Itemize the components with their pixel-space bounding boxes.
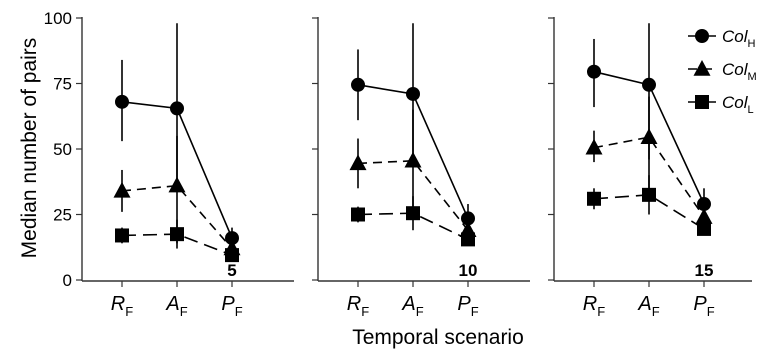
data-point-circle [461, 211, 475, 226]
x-tick-label-r: RF [111, 293, 133, 319]
data-point-triangle [585, 138, 603, 155]
panel-label: 5 [227, 261, 236, 280]
x-tick-label-a-main: A [401, 293, 415, 315]
series-line [121, 184, 233, 250]
data-point-triangle [640, 128, 658, 144]
x-tick-label-r-sub: F [125, 304, 133, 319]
x-tick-label-p-sub: F [471, 304, 479, 319]
x-tick-label-r-main: R [111, 293, 125, 315]
data-point-square [351, 207, 365, 222]
x-tick-label-a: AF [165, 293, 187, 319]
series-col-l [351, 196, 475, 247]
data-point-circle [587, 64, 601, 79]
legend-label-sub: H [748, 38, 756, 50]
data-point-triangle [349, 154, 367, 171]
panel-label: 10 [459, 261, 478, 280]
legend-label: ColH [722, 27, 756, 50]
x-tick-label-a-sub: F [180, 304, 188, 319]
legend-label-sub: L [748, 104, 754, 116]
x-tick-label-p: PF [221, 293, 242, 319]
y-tick-label: 50 [53, 140, 72, 159]
y-tick-label: 0 [63, 271, 72, 290]
series-col-l [587, 175, 711, 236]
panel-label: 15 [695, 261, 714, 280]
x-tick-label-p-main: P [457, 293, 471, 315]
series-col-m [585, 96, 713, 231]
data-point-square [170, 227, 184, 242]
x-tick-label-a-sub: F [416, 304, 424, 319]
x-tick-label-p: PF [457, 293, 478, 319]
data-point-circle [642, 77, 656, 92]
legend-entry-m: ColM [688, 60, 757, 83]
x-tick-label-a-main: A [165, 293, 179, 315]
x-tick-label-a-main: A [637, 293, 651, 315]
y-tick-label: 25 [53, 206, 72, 225]
x-tick-label-r-sub: F [597, 304, 605, 319]
data-point-square [461, 232, 475, 247]
data-point-square [115, 228, 129, 243]
legend-label-main: Col [722, 27, 749, 46]
data-point-square [697, 221, 711, 236]
x-axis-label: Temporal scenario [352, 326, 524, 349]
legend-marker-circle [695, 29, 709, 43]
data-point-square [406, 206, 420, 221]
series-line [357, 159, 469, 231]
legend-entry-l: ColL [688, 93, 754, 116]
x-tick-label-r-sub: F [361, 304, 369, 319]
data-point-circle [170, 101, 184, 116]
y-axis-label: Median number of pairs [18, 38, 41, 259]
legend-label-main: Col [722, 93, 749, 112]
x-tick-label-p-sub: F [707, 304, 715, 319]
series-line [593, 136, 705, 218]
x-tick-label-p: PF [693, 293, 714, 319]
x-tick-label-r-main: R [583, 293, 597, 315]
y-tick-label: 100 [44, 9, 72, 28]
x-tick-label-r-main: R [347, 293, 361, 315]
x-tick-label-a-sub: F [652, 304, 660, 319]
x-tick-label-a: AF [401, 293, 423, 319]
legend-entry-h: ColH [688, 27, 756, 50]
x-tick-label-p-main: P [221, 293, 235, 315]
y-tick-label: 75 [53, 75, 72, 94]
data-point-square [225, 248, 239, 263]
data-point-triangle [113, 181, 131, 198]
legend-marker-triangle [693, 60, 711, 76]
x-tick-label-a: AF [637, 293, 659, 319]
legend-label: ColM [722, 60, 757, 83]
series-col-l [115, 219, 239, 263]
x-tick-label-p-sub: F [235, 304, 243, 319]
series-layer [113, 23, 713, 263]
data-point-circle [406, 86, 420, 101]
data-point-triangle [695, 208, 713, 224]
legend-label: ColL [722, 93, 754, 116]
data-point-triangle [404, 151, 422, 168]
x-tick-label-r: RF [583, 293, 605, 319]
data-point-square [642, 187, 656, 202]
data-point-circle [115, 94, 129, 109]
legend-marker-square [695, 95, 709, 109]
data-point-triangle [168, 176, 186, 193]
x-tick-label-r: RF [347, 293, 369, 319]
legend-label-main: Col [722, 60, 749, 79]
data-point-square [587, 191, 601, 206]
x-tick-label-p-main: P [693, 293, 707, 315]
data-point-circle [351, 77, 365, 92]
legend-label-sub: M [748, 71, 757, 83]
